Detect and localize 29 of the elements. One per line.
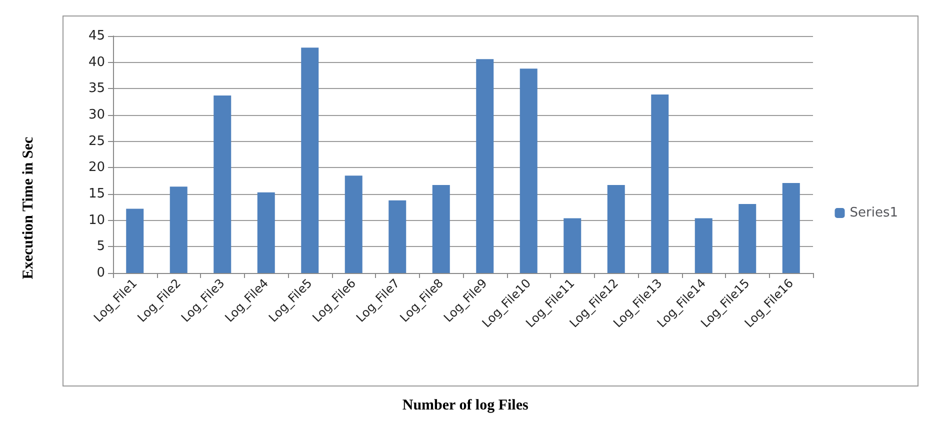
- y-tick-label: 5: [96, 239, 105, 254]
- y-tick-label: 15: [88, 186, 105, 202]
- bar: [432, 185, 450, 273]
- legend-label: Series1: [850, 206, 898, 220]
- bar: [170, 186, 188, 273]
- y-tick-label: 35: [88, 81, 105, 96]
- y-tick-label: 0: [96, 266, 105, 280]
- bar: [564, 218, 582, 273]
- y-tick-label: 45: [88, 28, 105, 44]
- bar: [476, 59, 494, 273]
- bar: [651, 94, 669, 273]
- y-tick-label: 10: [88, 212, 105, 228]
- bar: [694, 218, 712, 273]
- y-tick-label: 20: [88, 160, 105, 176]
- bar: [344, 176, 362, 273]
- bar: [301, 48, 319, 273]
- bar: [214, 96, 232, 273]
- bar: [607, 185, 625, 273]
- bar: [388, 200, 406, 273]
- y-tick-label: 25: [88, 134, 105, 149]
- y-tick-label: 30: [88, 108, 105, 122]
- bar: [520, 68, 538, 273]
- bar: [738, 204, 756, 273]
- x-axis-title: Number of log Files: [402, 398, 529, 414]
- bar: [782, 182, 800, 273]
- y-tick-label: 40: [88, 54, 105, 70]
- y-axis-title: Execution Time in Sec: [20, 136, 36, 280]
- bar: [126, 208, 144, 273]
- bar: [257, 192, 275, 273]
